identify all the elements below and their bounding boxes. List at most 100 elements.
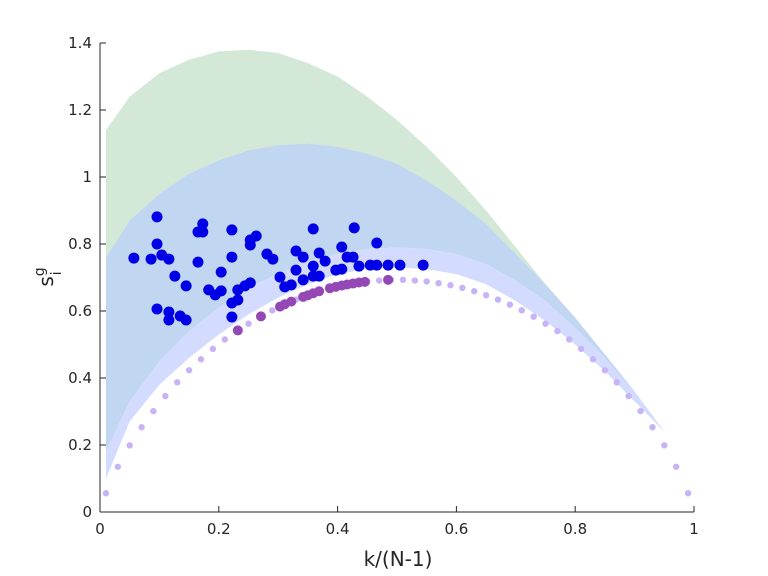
- point: [215, 266, 227, 278]
- point: [494, 296, 502, 303]
- point: [566, 336, 573, 343]
- x-tick-label: 0.2: [207, 520, 231, 538]
- point: [672, 463, 680, 470]
- point: [180, 280, 192, 292]
- point: [185, 367, 193, 374]
- y-label-sup: g: [32, 267, 48, 276]
- point: [128, 252, 140, 264]
- y-tick-label: 1: [82, 168, 92, 186]
- point: [285, 279, 297, 291]
- point: [518, 307, 525, 314]
- point: [506, 301, 514, 308]
- y-tick-label: 0.8: [68, 235, 92, 253]
- point: [649, 424, 656, 431]
- point: [215, 285, 227, 297]
- point: [163, 314, 175, 326]
- x-axis-label: k/(N-1): [364, 547, 433, 571]
- point: [417, 259, 429, 271]
- x-tick-label: 0.4: [326, 520, 350, 538]
- point: [423, 278, 430, 285]
- point: [348, 222, 360, 234]
- y-tick-label: 0.6: [68, 302, 92, 320]
- point: [255, 311, 266, 322]
- point: [232, 294, 244, 306]
- point: [447, 282, 454, 289]
- x-tick-label: 0.8: [563, 520, 587, 538]
- point: [169, 270, 181, 282]
- point: [226, 251, 238, 263]
- point: [613, 379, 620, 386]
- y-label-sub: i: [49, 271, 65, 275]
- point: [163, 306, 175, 318]
- y-axis-label-text: sgi: [32, 267, 65, 286]
- point: [209, 345, 217, 353]
- y-tick-label: 0.4: [68, 369, 92, 387]
- y-label-base: s: [34, 276, 58, 286]
- point: [589, 356, 597, 363]
- point: [163, 253, 175, 265]
- point: [297, 274, 309, 286]
- point: [530, 313, 537, 320]
- point: [245, 320, 252, 327]
- point: [625, 392, 632, 400]
- point: [684, 490, 692, 497]
- point: [232, 325, 243, 336]
- point: [221, 336, 228, 343]
- point: [399, 276, 407, 284]
- x-tick-label: 0: [95, 520, 105, 538]
- point: [371, 237, 383, 249]
- point: [244, 277, 256, 289]
- point: [151, 211, 163, 223]
- point: [297, 251, 309, 263]
- y-axis-label: sgi: [32, 267, 65, 286]
- y-tick-label: 1.4: [68, 34, 92, 52]
- point: [336, 241, 348, 253]
- point: [274, 271, 286, 283]
- x-tick-label: 0.6: [444, 520, 468, 538]
- y-tick-label: 1.2: [68, 101, 92, 119]
- point: [314, 286, 325, 297]
- point: [336, 263, 348, 275]
- point: [145, 253, 157, 265]
- plot-area: 0 0.2 0.4 0.6 0.8 1 0 0.2 0.4 0.6 0.8 1 1.2 1.4: [68, 34, 699, 538]
- point: [471, 288, 478, 295]
- point: [459, 284, 466, 292]
- point: [382, 259, 394, 271]
- point: [371, 259, 383, 271]
- point: [226, 311, 238, 323]
- point: [102, 490, 110, 497]
- point: [482, 292, 490, 299]
- point: [554, 327, 561, 335]
- point: [226, 224, 238, 236]
- point: [162, 392, 169, 400]
- point: [353, 260, 365, 272]
- point: [250, 230, 262, 242]
- point: [114, 463, 122, 470]
- band: [105, 49, 665, 432]
- point: [637, 407, 644, 415]
- point: [138, 424, 145, 431]
- point: [269, 307, 276, 314]
- point: [577, 345, 585, 353]
- point: [383, 274, 394, 285]
- point: [661, 442, 668, 449]
- point: [307, 223, 319, 235]
- point: [435, 279, 442, 287]
- point: [180, 314, 192, 326]
- point: [319, 255, 331, 267]
- point: [347, 251, 359, 263]
- point: [601, 367, 609, 374]
- point: [192, 256, 204, 268]
- band: [105, 247, 665, 479]
- point: [313, 270, 325, 282]
- point: [313, 247, 325, 259]
- point: [151, 238, 163, 250]
- point: [197, 226, 209, 238]
- point: [150, 407, 157, 415]
- point: [290, 264, 302, 276]
- point: [359, 276, 370, 287]
- point: [307, 260, 319, 272]
- point: [267, 253, 279, 265]
